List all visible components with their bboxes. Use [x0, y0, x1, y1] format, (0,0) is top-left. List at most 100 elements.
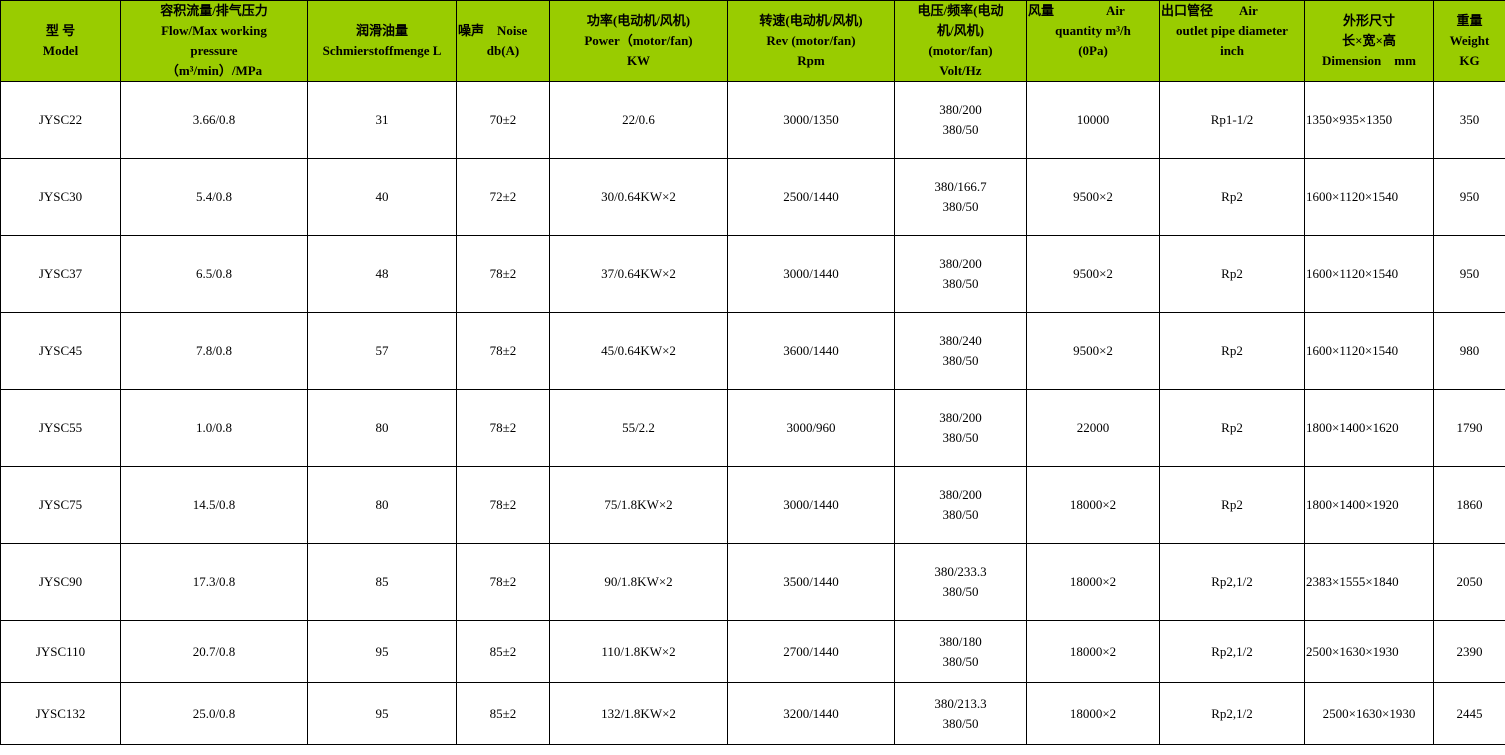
cell-dimension: 1800×1400×1920 — [1304, 466, 1434, 544]
header-text: 噪声 Noise — [458, 23, 528, 38]
header-text: Power（motor/fan) — [584, 33, 693, 48]
cell-model: JYSC30 — [0, 158, 121, 236]
cell-noise: 72±2 — [456, 158, 550, 236]
cell-line: 380/240 — [939, 333, 982, 348]
table-row: JYSC22 3.66/0.8 31 70±2 22/0.6 3000/1350 380/2… — [0, 81, 1505, 159]
table-row: JYSC37 6.5/0.8 48 78±2 37/0.64KW×2 3000/1440 3… — [0, 235, 1505, 313]
header-lubricant: 润滑油量 Schmierstoffmenge L — [307, 0, 457, 82]
cell-dimension: 1600×1120×1540 — [1304, 158, 1434, 236]
cell-lubricant: 31 — [307, 81, 457, 159]
cell-outlet-diameter: Rp1-1/2 — [1159, 81, 1305, 159]
cell-line: 380/50 — [942, 715, 979, 731]
cell-power: 45/0.64KW×2 — [549, 312, 728, 390]
cell-rev: 3500/1440 — [727, 543, 895, 621]
cell-power: 90/1.8KW×2 — [549, 543, 728, 621]
header-text: 功率(电动机/风机) — [586, 13, 691, 28]
cell-rev: 3200/1440 — [727, 682, 895, 745]
cell-line: 380/50 — [942, 507, 979, 522]
cell-line: 380/200 — [939, 410, 982, 425]
cell-air-quantity: 18000×2 — [1026, 682, 1160, 745]
cell-model: JYSC22 — [0, 81, 121, 159]
header-text: db(A) — [486, 43, 520, 58]
cell-voltage: 380/166.7 380/50 — [894, 158, 1027, 236]
header-text: 润滑油量 — [355, 23, 408, 38]
header-text: 电压/频率(电动 — [917, 3, 1004, 18]
cell-air-quantity: 9500×2 — [1026, 235, 1160, 313]
cell-weight: 2445 — [1433, 682, 1505, 745]
cell-line: 380/166.7 — [934, 179, 987, 194]
header-text: Dimension mm — [1322, 53, 1416, 68]
cell-noise: 70±2 — [456, 81, 550, 159]
header-text: 型 号 — [45, 23, 76, 38]
cell-model: JYSC45 — [0, 312, 121, 390]
cell-voltage: 380/180 380/50 — [894, 620, 1027, 683]
cell-rev: 3000/1350 — [727, 81, 895, 159]
table-row: JYSC55 1.0/0.8 80 78±2 55/2.2 3000/960 380/200… — [0, 389, 1505, 467]
header-text: (0Pa) — [1078, 43, 1108, 58]
cell-air-quantity: 22000 — [1026, 389, 1160, 467]
cell-power: 22/0.6 — [549, 81, 728, 159]
cell-line: 380/200 — [939, 102, 982, 117]
header-text: quantity m³/h — [1055, 23, 1131, 38]
cell-weight: 1860 — [1433, 466, 1505, 544]
cell-dimension: 2500×1630×1930 — [1304, 682, 1434, 745]
cell-noise: 85±2 — [456, 620, 550, 683]
table-row: JYSC75 14.5/0.8 80 78±2 75/1.8KW×2 3000/1440 3… — [0, 466, 1505, 544]
cell-line: 380/213.3 — [934, 695, 987, 711]
header-weight: 重量 Weight KG — [1433, 0, 1505, 82]
cell-power: 75/1.8KW×2 — [549, 466, 728, 544]
cell-model: JYSC90 — [0, 543, 121, 621]
cell-power: 110/1.8KW×2 — [549, 620, 728, 683]
cell-air-quantity: 9500×2 — [1026, 158, 1160, 236]
table-row: JYSC30 5.4/0.8 40 72±2 30/0.64KW×2 2500/1440 3… — [0, 158, 1505, 236]
cell-lubricant: 85 — [307, 543, 457, 621]
header-text: Schmierstoffmenge L — [322, 43, 442, 58]
header-air-quantity: 风量 Air quantity m³/h (0Pa) — [1026, 0, 1160, 82]
header-text: 风量 Air — [1028, 3, 1125, 18]
cell-outlet-diameter: Rp2 — [1159, 389, 1305, 467]
cell-line: 380/200 — [939, 487, 982, 502]
header-text: 重量 — [1456, 13, 1483, 28]
cell-noise: 78±2 — [456, 235, 550, 313]
cell-weight: 350 — [1433, 81, 1505, 159]
header-text: 外形尺寸 — [1342, 13, 1395, 28]
cell-lubricant: 80 — [307, 389, 457, 467]
cell-lubricant: 80 — [307, 466, 457, 544]
header-text: 长×宽×高 — [1342, 33, 1396, 48]
cell-rev: 3600/1440 — [727, 312, 895, 390]
cell-lubricant: 40 — [307, 158, 457, 236]
cell-outlet-diameter: Rp2 — [1159, 312, 1305, 390]
cell-line: 380/50 — [942, 353, 979, 368]
cell-outlet-diameter: Rp2,1/2 — [1159, 543, 1305, 621]
cell-line: 380/50 — [942, 199, 979, 214]
cell-outlet-diameter: Rp2 — [1159, 235, 1305, 313]
cell-air-quantity: 18000×2 — [1026, 466, 1160, 544]
header-rev: 转速(电动机/风机) Rev (motor/fan) Rpm — [727, 0, 895, 82]
header-text: pressure — [190, 43, 238, 58]
cell-dimension: 1600×1120×1540 — [1304, 312, 1434, 390]
cell-dimension: 1800×1400×1620 — [1304, 389, 1434, 467]
header-text: inch — [1220, 43, 1244, 58]
cell-power: 30/0.64KW×2 — [549, 158, 728, 236]
cell-air-quantity: 10000 — [1026, 81, 1160, 159]
cell-line: 380/233.3 — [934, 564, 987, 579]
cell-flow-pressure: 20.7/0.8 — [120, 620, 308, 683]
cell-weight: 1790 — [1433, 389, 1505, 467]
cell-noise: 78±2 — [456, 543, 550, 621]
header-row: 型 号 Model 容积流量/排气压力 Flow/Max working pressur… — [0, 0, 1505, 82]
cell-flow-pressure: 14.5/0.8 — [120, 466, 308, 544]
header-text: KW — [626, 53, 651, 68]
cell-dimension: 1600×1120×1540 — [1304, 235, 1434, 313]
cell-weight: 950 — [1433, 158, 1505, 236]
header-text: Flow/Max working — [161, 23, 267, 38]
header-text: (motor/fan) — [928, 43, 993, 58]
cell-model: JYSC37 — [0, 235, 121, 313]
cell-noise: 78±2 — [456, 389, 550, 467]
cell-flow-pressure: 25.0/0.8 — [120, 682, 308, 745]
cell-voltage: 380/200 380/50 — [894, 81, 1027, 159]
cell-air-quantity: 9500×2 — [1026, 312, 1160, 390]
cell-rev: 3000/960 — [727, 389, 895, 467]
cell-voltage: 380/200 380/50 — [894, 389, 1027, 467]
cell-line: 380/50 — [942, 276, 979, 291]
